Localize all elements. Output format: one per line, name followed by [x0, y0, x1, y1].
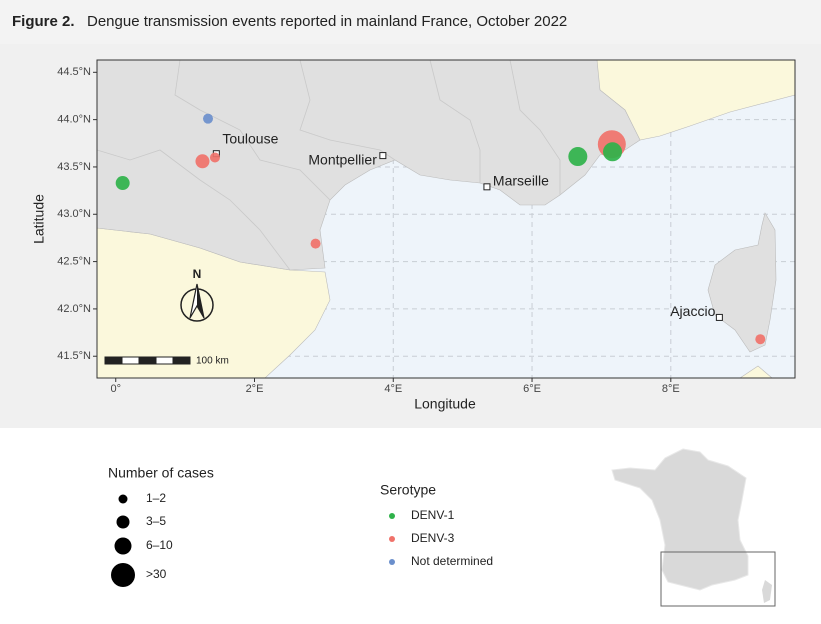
inset-map: [611, 448, 776, 607]
size-legend-label: 6–10: [146, 538, 173, 552]
case-point: [209, 152, 220, 163]
y-tick-label: 44.0°N: [57, 114, 91, 126]
case-point: [195, 154, 210, 169]
size-legend-key: [116, 515, 130, 529]
case-point: [755, 334, 766, 345]
place-label: Montpellier: [308, 151, 377, 167]
legend-title: Serotype: [380, 482, 436, 498]
figure-title: Dengue transmission events reported in m…: [87, 13, 567, 30]
case-point: [115, 176, 130, 191]
x-tick-label: 0°: [110, 383, 121, 395]
place-label: Toulouse: [222, 130, 278, 146]
y-axis-label: Latitude: [31, 194, 47, 244]
legend-label: DENV-3: [411, 531, 455, 545]
case-point: [603, 142, 623, 162]
y-tick-label: 42.5°N: [57, 255, 91, 267]
y-tick-label: 43.5°N: [57, 161, 91, 173]
legend-key: [389, 559, 395, 565]
place-marker: [483, 183, 491, 191]
corsica: [707, 212, 777, 353]
case-point: [568, 147, 588, 167]
x-tick-label: 4°E: [384, 383, 402, 395]
figure-label: Figure 2.: [12, 13, 75, 30]
region-borders: [299, 59, 396, 161]
y-tick-label: 44.5°N: [57, 66, 91, 78]
region-borders: [509, 59, 561, 195]
scale-label: 100 km: [196, 356, 229, 367]
size-legend-title: Number of cases: [108, 465, 214, 481]
place-marker: [715, 313, 723, 321]
legend-label: DENV-1: [411, 508, 455, 522]
case-point: [203, 113, 214, 124]
y-tick-label: 42.0°N: [57, 303, 91, 315]
x-tick-label: 2°E: [246, 383, 264, 395]
legend-key: [389, 513, 395, 519]
title-bar: [0, 0, 821, 44]
size-legend-key: [111, 563, 135, 587]
scale-bar: [104, 356, 191, 365]
size-legend-key: [114, 537, 132, 555]
x-tick-label: 6°E: [523, 383, 541, 395]
place-marker: [379, 152, 387, 160]
place-label: Ajaccio: [670, 303, 715, 319]
x-tick-label: 8°E: [662, 383, 680, 395]
points: [115, 113, 766, 345]
y-tick-label: 41.5°N: [57, 350, 91, 362]
legends: 1–2 3–5 6–10 >30 DENV-1 DENV-3 Not determined: [111, 491, 493, 587]
north-label: N: [193, 267, 202, 281]
region-borders: [429, 59, 481, 183]
legend-label: Not determined: [411, 554, 493, 568]
size-legend-label: >30: [146, 567, 167, 581]
case-point: [310, 238, 321, 249]
region-borders: [96, 149, 291, 271]
map-panel: Toulouse Montpellier Marseille Ajaccio N 10…: [96, 59, 796, 379]
places: Toulouse Montpellier Marseille Ajaccio: [212, 130, 723, 321]
x-axis-label: Longitude: [414, 396, 476, 412]
size-legend-key: [118, 494, 128, 504]
france: [96, 59, 641, 271]
size-legend-label: 3–5: [146, 514, 166, 528]
panel-border: [96, 59, 796, 379]
size-legend-label: 1–2: [146, 491, 166, 505]
place-label: Marseille: [493, 173, 549, 189]
legend-key: [389, 536, 395, 542]
north-arrow: [180, 283, 214, 322]
region-borders: [174, 59, 331, 201]
y-tick-label: 43.0°N: [57, 208, 91, 220]
